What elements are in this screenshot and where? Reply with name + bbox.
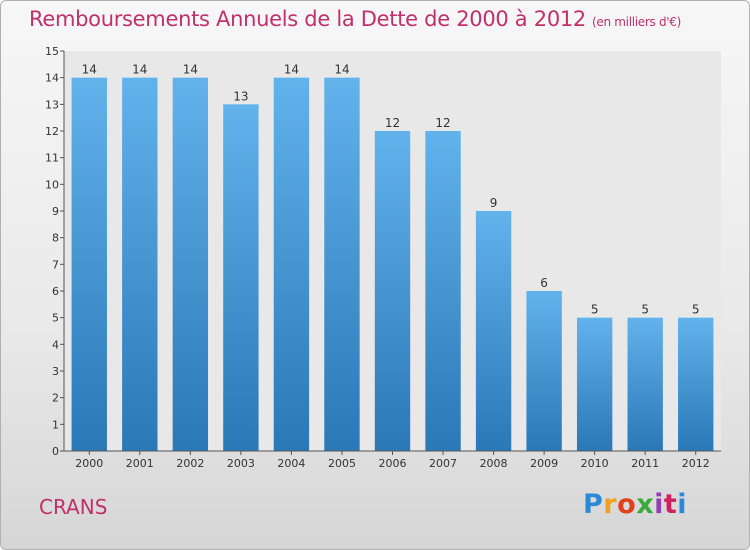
x-tick-label: 2007	[429, 457, 457, 470]
bar	[122, 77, 158, 452]
bar	[172, 77, 209, 452]
y-tick-label: 1	[52, 418, 59, 431]
bar	[324, 77, 360, 452]
x-tick-label: 2000	[75, 457, 103, 470]
logo-letter: P	[583, 489, 604, 520]
bar	[576, 317, 613, 451]
logo-letter: r	[603, 489, 618, 520]
x-tick-label: 2005	[328, 457, 356, 470]
x-tick-label: 2003	[227, 457, 255, 470]
bars: 14 14 14 13 14 14 12 12 9 6 5 5 5	[71, 63, 714, 452]
y-tick-label: 12	[45, 125, 59, 138]
bar	[71, 77, 107, 452]
x-tick-label: 2008	[480, 457, 508, 470]
proxiti-logo: Proxiti	[583, 489, 687, 520]
bar-value-label: 13	[233, 89, 248, 103]
y-tick-label: 9	[52, 205, 59, 218]
x-tick-label: 2001	[126, 457, 154, 470]
bar	[678, 317, 714, 451]
bar-value-label: 14	[183, 63, 198, 77]
logo-letter: i	[677, 489, 688, 520]
bar	[475, 211, 512, 451]
x-tick-label: 2011	[631, 457, 659, 470]
logo-letter: o	[617, 489, 637, 520]
logo-letter: i	[654, 489, 664, 520]
x-tick-label: 2009	[530, 457, 558, 470]
bar-value-label: 5	[591, 303, 599, 317]
bar-value-label: 14	[82, 63, 97, 77]
bar	[223, 104, 259, 451]
chart-title: Remboursements Annuels de la Dette de 20…	[29, 7, 681, 31]
y-tick-label: 7	[52, 258, 59, 271]
bar-value-label: 5	[692, 303, 700, 317]
y-tick-label: 5	[52, 312, 59, 325]
y-tick-label: 2	[52, 392, 59, 405]
bar-value-label: 12	[385, 116, 400, 130]
bar	[425, 131, 461, 451]
bar	[627, 317, 663, 451]
bar-value-label: 14	[284, 63, 299, 77]
y-tick-label: 6	[52, 285, 59, 298]
bar-value-label: 12	[435, 116, 450, 130]
bar-value-label: 14	[334, 63, 349, 77]
x-axis: 2000 2001 2002 2003 2004 2005 2006 2007 2008 2009…	[64, 450, 721, 470]
bar	[526, 291, 562, 451]
x-tick-label: 2010	[581, 457, 609, 470]
y-tick-label: 14	[45, 72, 59, 85]
y-tick-label: 15	[45, 45, 59, 58]
y-tick-label: 11	[45, 152, 59, 165]
y-tick-label: 13	[45, 98, 59, 111]
logo-letter: t	[663, 489, 678, 520]
title-unit: (en milliers d'€)	[592, 15, 682, 29]
bar	[374, 131, 411, 451]
bar-value-label: 9	[490, 196, 498, 210]
y-tick-label: 10	[45, 178, 59, 191]
x-tick-label: 2004	[277, 457, 305, 470]
y-tick-label: 3	[52, 365, 59, 378]
y-tick-label: 0	[52, 445, 59, 458]
bar-value-label: 5	[641, 303, 649, 317]
bar-value-label: 6	[540, 276, 548, 290]
bar	[273, 77, 310, 452]
x-tick-label: 2002	[176, 457, 204, 470]
town-name: CRANS	[39, 495, 108, 519]
bar-value-label: 14	[132, 63, 147, 77]
y-tick-label: 4	[52, 338, 59, 351]
logo-letter: x	[636, 489, 655, 520]
title-text: Remboursements Annuels de la Dette de 20…	[29, 7, 586, 31]
x-tick-label: 2006	[379, 457, 407, 470]
x-tick-label: 2012	[682, 457, 710, 470]
y-tick-label: 8	[52, 232, 59, 245]
